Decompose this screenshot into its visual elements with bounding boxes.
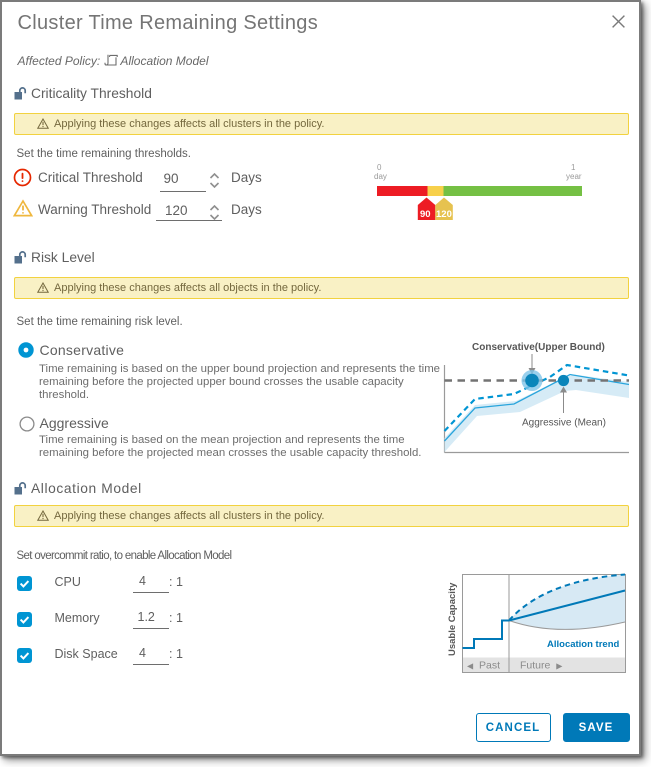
svg-text:120: 120 — [436, 209, 452, 220]
svg-text:Future ▶: Future ▶ — [520, 660, 563, 672]
svg-text:◀ Past: ◀ Past — [467, 660, 500, 672]
svg-text:1: 1 — [571, 163, 576, 172]
svg-text:Allocation trend: Allocation trend — [547, 639, 620, 650]
svg-text:day: day — [374, 172, 387, 181]
svg-text:Aggressive (Mean): Aggressive (Mean) — [522, 418, 606, 429]
svg-text:Conservative(Upper Bound): Conservative(Upper Bound) — [472, 342, 605, 353]
svg-text:Usable Capacity: Usable Capacity — [447, 582, 458, 656]
svg-text:0: 0 — [377, 163, 382, 172]
svg-text:90: 90 — [420, 209, 431, 220]
svg-text:year: year — [566, 172, 582, 181]
